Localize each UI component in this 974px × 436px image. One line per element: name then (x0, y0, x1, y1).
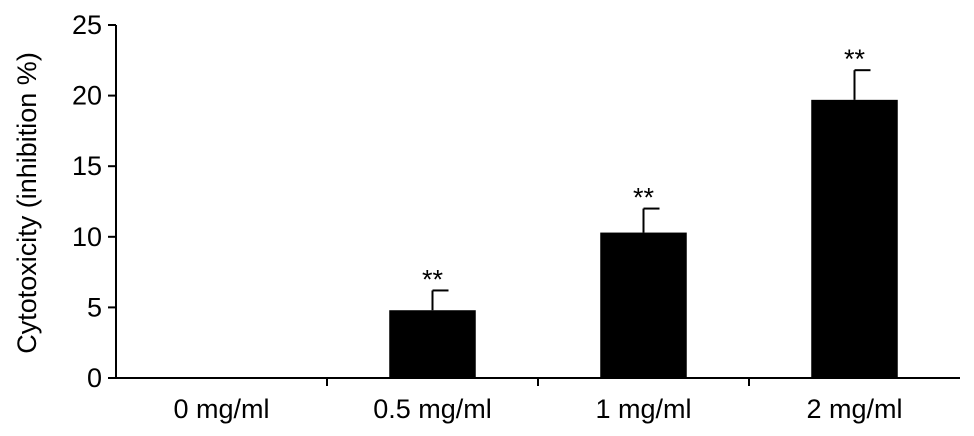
y-axis-title: Cytotoxicity (inhibition %) (12, 52, 42, 354)
x-tick-label: 1 mg/ml (595, 394, 691, 424)
significance-label: ** (422, 264, 444, 294)
y-tick-label: 5 (87, 292, 102, 322)
bar (600, 232, 687, 378)
y-tick-label: 25 (72, 10, 102, 40)
y-tick-label: 0 (87, 363, 102, 393)
x-tick-label: 2 mg/ml (806, 394, 902, 424)
significance-label: ** (633, 183, 655, 213)
y-ticks: 0 5 10 15 20 25 (72, 10, 116, 393)
bar (811, 99, 898, 378)
bars (389, 99, 898, 378)
x-tick-label: 0 mg/ml (173, 394, 269, 424)
error-bars (431, 69, 871, 311)
x-tick-label: 0.5 mg/ml (373, 394, 492, 424)
bar (389, 310, 476, 378)
x-ticks: 0 mg/ml 0.5 mg/ml 1 mg/ml 2 mg/ml (173, 378, 903, 424)
significance-markers: ** ** ** (422, 44, 866, 294)
y-tick-label: 15 (72, 151, 102, 181)
significance-label: ** (844, 44, 866, 74)
y-tick-label: 20 (72, 81, 102, 111)
y-tick-label: 10 (72, 222, 102, 252)
